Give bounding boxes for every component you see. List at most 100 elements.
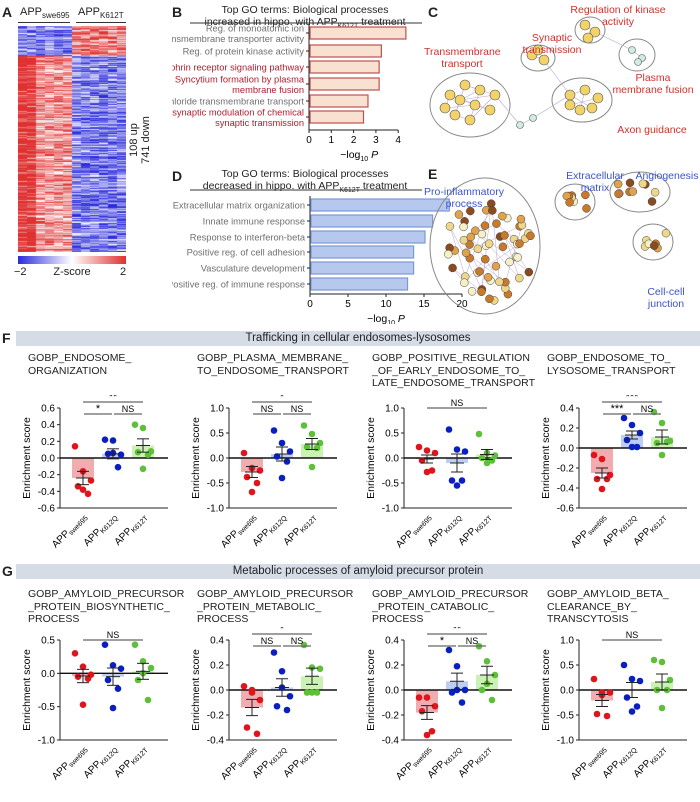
data-point (628, 675, 636, 683)
group-label: APPswe695 (50, 743, 90, 783)
data-point (256, 467, 264, 474)
category-label: Reg. of protein kinase activity (183, 47, 305, 57)
node (488, 206, 497, 215)
data-point (428, 727, 436, 735)
chart-title-line: LATE_ENDOSOME_TRANSPORT (372, 377, 535, 389)
data-point (308, 664, 316, 671)
y-tick-label: 0.5 (41, 636, 55, 647)
significance-label: NS (291, 636, 304, 646)
y-tick-label: 1.0 (560, 636, 574, 647)
node (477, 229, 487, 239)
data-point (104, 676, 112, 684)
y-tick-label: 1.0 (210, 404, 224, 415)
data-point (606, 689, 614, 696)
data-point (653, 439, 661, 447)
group-label: APPK612Q (601, 511, 639, 549)
significance-label: *** (611, 403, 625, 415)
node (614, 189, 623, 199)
data-point (453, 482, 461, 489)
edge (532, 94, 571, 119)
data-point (461, 686, 469, 694)
edge (475, 230, 520, 279)
data-point (590, 675, 598, 683)
y-tick-label: 0.0 (385, 686, 399, 697)
up-down-counts: 108 up 741 down (128, 105, 152, 175)
group-label: APPswe695 (219, 511, 259, 551)
node (484, 104, 496, 116)
data-point (423, 694, 431, 701)
cluster-outline (554, 183, 596, 221)
data-point (240, 682, 248, 690)
y-tick-label: -0.5 (207, 479, 225, 490)
data-point (270, 649, 278, 656)
data-point (131, 421, 139, 428)
data-point (478, 454, 486, 462)
data-point (431, 702, 439, 710)
group-label: APPK612T (457, 743, 495, 781)
data-point (256, 696, 264, 704)
up-count: 108 up (128, 123, 140, 157)
group-label: APPK612Q (251, 511, 289, 549)
y-tick-label: 1.0 (385, 404, 399, 415)
chart-title-line: LYSOSOME_TRANSPORT (547, 364, 676, 377)
y-tick-label: -0.2 (207, 711, 225, 722)
group-label-sub: K612Q (268, 746, 289, 767)
y-tick-label: -0.2 (382, 711, 400, 722)
y-axis-label: Enrichment score (21, 417, 33, 499)
group-label-sub: K612T (299, 746, 319, 766)
data-point (79, 486, 87, 493)
data-point (109, 704, 117, 712)
data-point (453, 686, 461, 694)
category-label: Positive reg. of cell adhesion (187, 248, 305, 258)
cluster-outline (574, 16, 606, 44)
significance-label: ** (453, 627, 462, 635)
data-point (620, 414, 628, 422)
group-label-sub: K612Q (443, 746, 464, 767)
chart-b: 0 1 2 3 4 Reg. of monoatomic iontransmembrane… (172, 22, 422, 163)
bar (310, 198, 450, 212)
data-point (603, 712, 611, 720)
data-point (79, 701, 87, 708)
node (466, 206, 475, 216)
group-label-sub: swe695 (237, 747, 259, 769)
x-tick-label: 10 (380, 299, 392, 310)
y-tick-label: 0.2 (385, 661, 399, 672)
y-tick-label: -1.0 (557, 736, 575, 747)
data-point (423, 468, 431, 476)
y-tick-label: 0.2 (41, 437, 55, 448)
x-label-sub: 10 (387, 320, 395, 324)
bar (310, 261, 415, 275)
y-tick-label: -0.4 (382, 736, 400, 747)
category-label: Ephrin receptor signaling pathway (172, 63, 304, 73)
chart-title-line: _OF_EARLY_ENDOSOME_TO_ (372, 364, 526, 377)
data-point (139, 465, 147, 473)
node (444, 249, 453, 259)
group-label-sub: K612Q (99, 514, 120, 535)
y-axis-label: Enrichment score (365, 417, 377, 499)
node (565, 198, 574, 207)
data-point (418, 707, 426, 715)
data-point (598, 455, 606, 463)
data-point (109, 662, 117, 669)
network-c (429, 16, 656, 138)
node (467, 287, 477, 296)
node (592, 92, 604, 104)
group-label-sub: swe695 (68, 515, 90, 537)
significance-label: NS (466, 636, 479, 646)
y-tick-label: 0.0 (41, 454, 55, 465)
bar (310, 214, 434, 228)
net-e-label-angiogenesis: Angiogenesis (635, 170, 699, 182)
category-label: Positive reg. of immune response (172, 280, 305, 290)
x-tick-label: 15 (418, 299, 430, 310)
category-label: Vasculature development (201, 264, 306, 274)
x-tick-label: 20 (456, 299, 468, 310)
node (515, 273, 524, 283)
node (466, 232, 476, 242)
mean-bar (72, 458, 94, 478)
node (454, 94, 466, 106)
data-point (658, 658, 666, 666)
group-label-sub: swe695 (412, 515, 434, 537)
chart-title-line: PROCESS (28, 613, 80, 625)
group-label: APPK612T (282, 511, 320, 549)
group-label: APPK612T (457, 511, 495, 549)
